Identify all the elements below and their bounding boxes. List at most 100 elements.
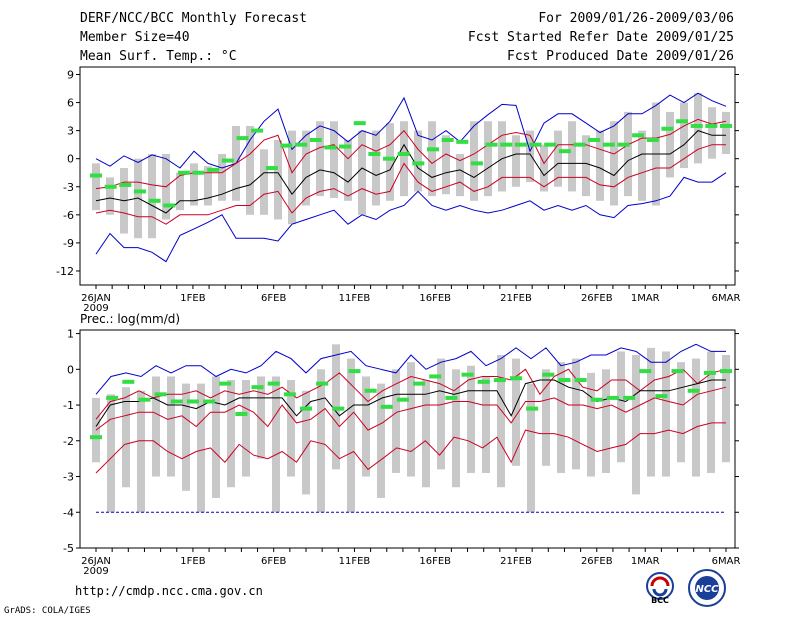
green-marker — [106, 395, 119, 400]
green-marker — [280, 143, 293, 148]
box-bar — [596, 130, 604, 201]
y-tick-label: -2 — [63, 435, 74, 448]
y-tick-label: -3 — [63, 181, 74, 194]
box-bar — [190, 163, 198, 206]
green-marker — [235, 411, 248, 416]
green-marker — [477, 379, 490, 384]
box-bar — [372, 130, 380, 206]
footer-grads: GrADS: COLA/IGES — [4, 606, 91, 616]
x-tick-label: 1MAR — [631, 556, 660, 567]
chart-panel-1 — [76, 66, 739, 289]
box-bar — [414, 130, 422, 192]
header-variable: Mean Surf. Temp.: °C — [80, 49, 237, 64]
y-tick-label: -9 — [63, 237, 74, 250]
x-tick-label: 11FEB — [339, 556, 371, 567]
box-bar — [137, 390, 145, 513]
green-marker — [177, 170, 190, 175]
box-bar — [666, 111, 674, 178]
green-marker — [590, 397, 603, 402]
green-marker — [122, 379, 135, 384]
green-marker — [133, 189, 146, 194]
box-bar — [512, 135, 520, 187]
box-bar — [527, 383, 535, 513]
green-marker — [339, 144, 352, 149]
green-marker — [690, 123, 703, 128]
box-bar — [554, 130, 562, 187]
box-bar — [680, 102, 688, 169]
green-marker — [383, 156, 396, 161]
upper-blue-line — [95, 92, 727, 169]
x-tick-label: 6MAR — [712, 556, 741, 567]
x-tick-label: 21FEB — [500, 556, 532, 567]
box-bar — [257, 376, 265, 459]
green-marker — [364, 388, 377, 393]
x-tick-label: 6FEB — [261, 556, 286, 567]
box-bar — [242, 380, 250, 477]
y-tick-label: 0 — [67, 363, 74, 376]
box-bar — [647, 347, 655, 477]
box-bar — [428, 121, 436, 197]
box-bar — [246, 125, 254, 215]
y-tick-label: 0 — [67, 153, 74, 166]
x-tick-sublabel: 2009 — [83, 566, 108, 577]
x-tick-label: 1FEB — [180, 556, 205, 567]
box-bar — [632, 355, 640, 495]
box-bar — [422, 380, 430, 488]
x-tick-label: 21FEB — [500, 293, 532, 304]
box-bar — [260, 149, 268, 215]
y-tick-label: -4 — [63, 506, 74, 519]
x-tick-label: 6FEB — [261, 293, 286, 304]
chart-panel-2 — [76, 329, 739, 552]
x-tick-label: 6MAR — [712, 293, 741, 304]
green-marker — [148, 198, 161, 203]
y-tick-label: -1 — [63, 399, 74, 412]
box-bar — [498, 121, 506, 192]
green-marker — [90, 435, 102, 440]
box-bar — [344, 139, 352, 201]
green-marker — [661, 126, 674, 131]
box-bar — [610, 121, 618, 206]
green-marker — [221, 158, 234, 163]
green-marker — [461, 372, 474, 377]
green-marker — [646, 137, 659, 142]
box-bar — [662, 351, 670, 477]
ncc-logo: NCC — [684, 568, 730, 608]
green-marker — [192, 170, 205, 175]
green-marker — [138, 397, 151, 402]
green-marker — [617, 142, 630, 147]
box-bar — [442, 135, 450, 195]
box-bar — [694, 93, 702, 164]
green-marker — [558, 149, 571, 154]
lower-red-line-2 — [95, 422, 726, 474]
green-marker — [720, 369, 732, 374]
box-bar — [638, 130, 646, 201]
green-marker — [396, 397, 409, 402]
y-tick-label: 6 — [67, 97, 74, 110]
green-marker — [514, 142, 527, 147]
green-marker — [368, 152, 381, 157]
footer-url[interactable]: http://cmdp.ncc.cma.gov.cn — [75, 584, 263, 598]
green-marker — [353, 121, 366, 126]
box-bar — [386, 123, 394, 201]
green-marker — [573, 142, 586, 147]
header-title: DERF/NCC/BCC Monthly Forecast — [80, 11, 307, 26]
box-bar — [204, 166, 212, 206]
green-marker — [170, 399, 183, 404]
x-tick-sublabel: 2009 — [83, 303, 108, 314]
green-marker — [470, 161, 483, 166]
green-marker — [639, 369, 652, 374]
x-tick-label: 1MAR — [631, 293, 660, 304]
green-marker — [309, 137, 322, 142]
box-bar — [167, 376, 175, 477]
green-marker — [251, 128, 264, 133]
box-bar — [467, 365, 475, 473]
green-marker — [485, 142, 498, 147]
green-marker — [671, 369, 684, 374]
green-marker — [380, 404, 393, 409]
box-bar — [542, 369, 550, 466]
green-marker — [588, 137, 601, 142]
box-bar — [212, 376, 220, 498]
bcc-logo: BCC — [640, 572, 680, 605]
y-tick-label: -3 — [63, 471, 74, 484]
green-marker — [236, 136, 249, 141]
